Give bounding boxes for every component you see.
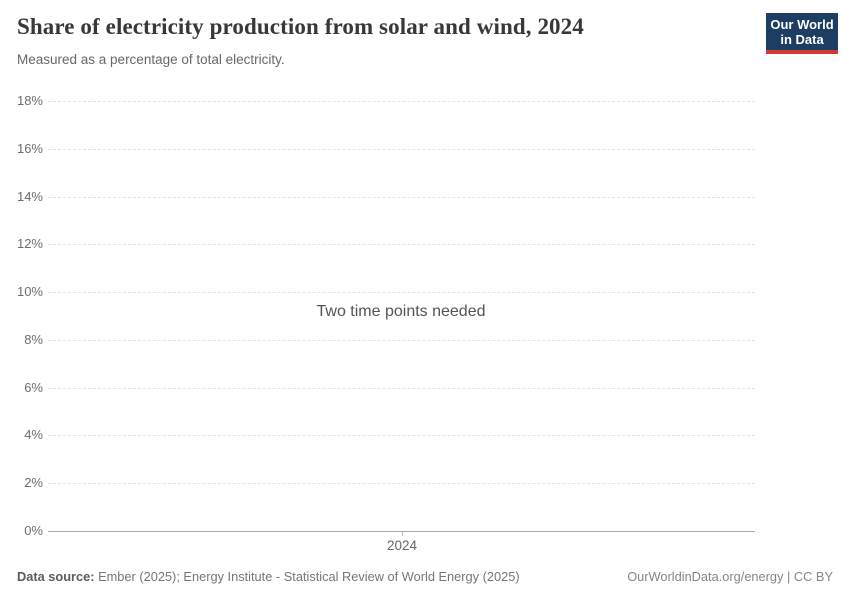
y-axis-tick-label: 0%: [24, 523, 43, 538]
y-axis-tick-label: 16%: [16, 140, 43, 156]
y-axis-tick-label: 14%: [16, 188, 43, 204]
y-gridline: [48, 435, 755, 437]
y-gridline: [48, 339, 755, 341]
y-gridline: [48, 244, 755, 246]
y-axis-tick-label: 8%: [24, 331, 43, 347]
y-gridline: [48, 483, 755, 485]
y-axis-tick-label: 6%: [24, 379, 43, 395]
chart-title: Share of electricity production from sol…: [17, 14, 584, 39]
data-source-value: Ember (2025); Energy Institute - Statist…: [94, 569, 520, 584]
owid-logo-line2: in Data: [780, 32, 824, 47]
y-gridline: [48, 101, 755, 102]
x-axis-tick-label: 2024: [386, 538, 418, 553]
y-axis-tick-label: 10%: [16, 284, 43, 300]
owid-logo-line1: Our World: [770, 17, 834, 32]
data-source-line: Data source: Ember (2025); Energy Instit…: [17, 569, 520, 584]
y-axis-tick-label: 12%: [16, 236, 43, 252]
owid-logo: Our World in Data: [766, 13, 838, 54]
y-gridline: [48, 196, 755, 198]
chart-subtitle: Measured as a percentage of total electr…: [17, 52, 285, 67]
empty-state-message: Two time points needed: [316, 303, 486, 320]
y-gridline: [48, 292, 755, 294]
x-axis-tick-mark: [402, 531, 403, 536]
y-axis-tick-label: 2%: [24, 475, 43, 491]
data-source-label: Data source:: [17, 569, 95, 584]
footer-license-text: OurWorldinData.org/energy | CC BY: [627, 569, 833, 584]
x-axis-line: [48, 531, 755, 532]
y-axis-tick-label: 4%: [24, 427, 43, 443]
y-gridline: [48, 387, 755, 389]
y-axis-tick-label: 18%: [16, 93, 43, 108]
y-gridline: [48, 148, 755, 150]
